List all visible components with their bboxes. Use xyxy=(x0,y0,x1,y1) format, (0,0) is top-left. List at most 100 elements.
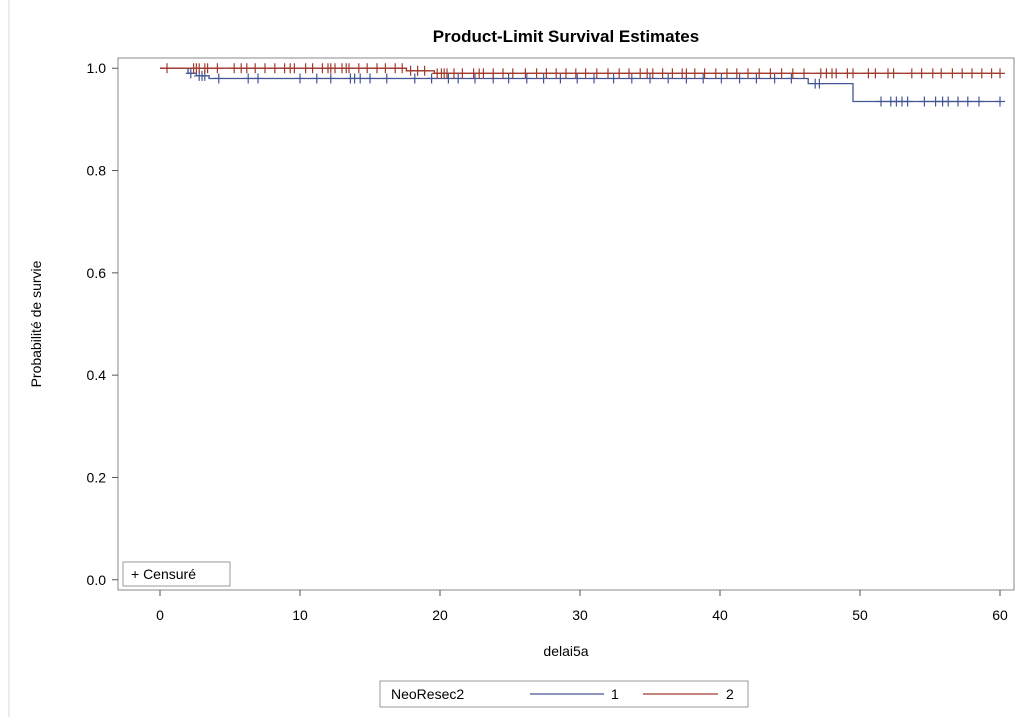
censor-mark-series-2 xyxy=(787,68,798,79)
censor-mark-series-2 xyxy=(531,68,542,79)
censor-mark-series-2 xyxy=(541,68,552,79)
censor-mark-series-2 xyxy=(699,68,710,79)
legend: NeoResec2 1 2 xyxy=(379,680,749,708)
censor-mark-series-1 xyxy=(381,73,392,84)
censor-mark-series-1 xyxy=(243,73,254,84)
censor-mark-series-1 xyxy=(769,73,780,84)
censor-mark-series-2 xyxy=(754,68,765,79)
censor-mark-series-2 xyxy=(561,68,571,79)
censor-mark-series-2 xyxy=(870,68,881,79)
censor-mark-series-2 xyxy=(397,63,408,74)
censor-mark-series-2 xyxy=(743,68,753,79)
censor-mark-series-1 xyxy=(213,73,224,84)
censor-mark-series-2 xyxy=(162,63,172,74)
censor-mark-series-2 xyxy=(570,68,581,79)
censor-mark-series-2 xyxy=(681,68,692,79)
censor-mark-series-2 xyxy=(380,63,391,74)
censor-mark-series-2 xyxy=(967,68,977,79)
censor-mark-series-2 xyxy=(906,68,917,79)
x-tick-label: 10 xyxy=(292,607,308,623)
censor-mark-series-1 xyxy=(814,78,825,89)
censor-mark-series-1 xyxy=(453,73,464,84)
censor-mark-series-1 xyxy=(786,73,797,84)
censor-mark-series-1 xyxy=(365,73,375,84)
censor-mark-series-1 xyxy=(663,73,674,84)
plot-area xyxy=(117,57,1015,591)
censor-mark-series-1 xyxy=(311,73,322,84)
censor-mark-series-1 xyxy=(902,96,913,107)
censor-mark-series-2 xyxy=(478,68,489,79)
censor-mark-series-1 xyxy=(995,96,1005,107)
censor-mark-series-2 xyxy=(362,63,373,74)
censor-mark-series-2 xyxy=(551,68,562,79)
censor-mark-series-1 xyxy=(426,73,437,84)
censor-mark-series-2 xyxy=(710,68,721,79)
censor-mark-series-2 xyxy=(722,68,732,79)
x-tick-label: 60 xyxy=(992,607,1008,623)
censor-mark-series-1 xyxy=(538,73,549,84)
censor-mark-series-1 xyxy=(751,73,762,84)
y-tick-label: 0.8 xyxy=(87,163,107,179)
legend-title: NeoResec2 xyxy=(391,686,464,702)
censor-mark-series-2 xyxy=(657,68,668,79)
censor-mark-series-1 xyxy=(626,73,637,84)
censor-mark-series-1 xyxy=(876,96,886,107)
x-tick-label: 40 xyxy=(712,607,728,623)
x-tick-label: 50 xyxy=(852,607,868,623)
y-tick-label: 0.4 xyxy=(87,367,107,383)
chart-background xyxy=(9,0,1020,717)
censor-mark-series-2 xyxy=(372,63,382,74)
y-axis: 0.0 0.2 0.4 0.6 0.8 1.0 xyxy=(87,60,118,588)
censor-mark-series-2 xyxy=(888,68,899,79)
censor-mark-series-2 xyxy=(344,63,354,74)
censor-mark-series-1 xyxy=(185,68,196,79)
censor-mark-series-1 xyxy=(572,73,583,84)
censor-mark-series-2 xyxy=(624,68,634,79)
censor-mark-series-2 xyxy=(580,68,591,79)
censor-mark-series-2 xyxy=(957,68,968,79)
censor-mark-series-2 xyxy=(986,68,997,79)
censor-mark-series-2 xyxy=(449,68,459,79)
censor-mark-series-2 xyxy=(202,63,213,74)
censor-mark-series-1 xyxy=(409,73,420,84)
x-axis: 0 10 20 30 40 50 60 xyxy=(156,590,1008,623)
censor-mark-series-2 xyxy=(269,63,280,74)
censor-mark-series-1 xyxy=(253,73,263,84)
censor-mark-series-1 xyxy=(734,73,745,84)
censor-mark-series-1 xyxy=(555,73,566,84)
censored-legend-label: + Censuré xyxy=(131,566,196,582)
censored-legend-frame xyxy=(122,561,231,587)
censor-mark-series-1 xyxy=(943,96,954,107)
y-tick-label: 0.2 xyxy=(87,469,107,485)
censor-mark-series-2 xyxy=(507,68,518,79)
censor-mark-series-2 xyxy=(307,63,318,74)
x-axis-label: delai5a xyxy=(543,643,588,659)
censor-mark-series-2 xyxy=(776,68,787,79)
censor-mark-series-2 xyxy=(212,63,223,74)
censor-mark-series-2 xyxy=(353,63,364,74)
censor-mark-series-2 xyxy=(765,68,776,79)
censor-mark-series-2 xyxy=(976,68,987,79)
censor-mark-series-1 xyxy=(355,73,366,84)
censor-mark-series-2 xyxy=(799,68,809,79)
censor-marks xyxy=(162,63,1005,107)
x-tick-label: 0 xyxy=(156,607,164,623)
censor-mark-series-1 xyxy=(470,73,480,84)
censor-mark-series-1 xyxy=(645,73,655,84)
y-tick-label: 0.6 xyxy=(87,265,107,281)
censor-mark-series-2 xyxy=(241,63,252,74)
censor-mark-series-2 xyxy=(848,68,858,79)
censor-mark-series-2 xyxy=(520,68,531,79)
censor-mark-series-1 xyxy=(608,73,619,84)
censor-mark-series-2 xyxy=(916,68,927,79)
censor-mark-series-2 xyxy=(995,68,1005,79)
censor-mark-series-2 xyxy=(927,68,938,79)
censor-mark-series-2 xyxy=(498,68,508,79)
censor-mark-series-1 xyxy=(325,73,336,84)
chart-title: Product-Limit Survival Estimates xyxy=(433,27,699,46)
censor-mark-series-2 xyxy=(488,68,499,79)
censored-legend-box: + Censuré xyxy=(122,561,231,587)
x-tick-label: 20 xyxy=(432,607,448,623)
censor-mark-series-1 xyxy=(295,73,305,84)
